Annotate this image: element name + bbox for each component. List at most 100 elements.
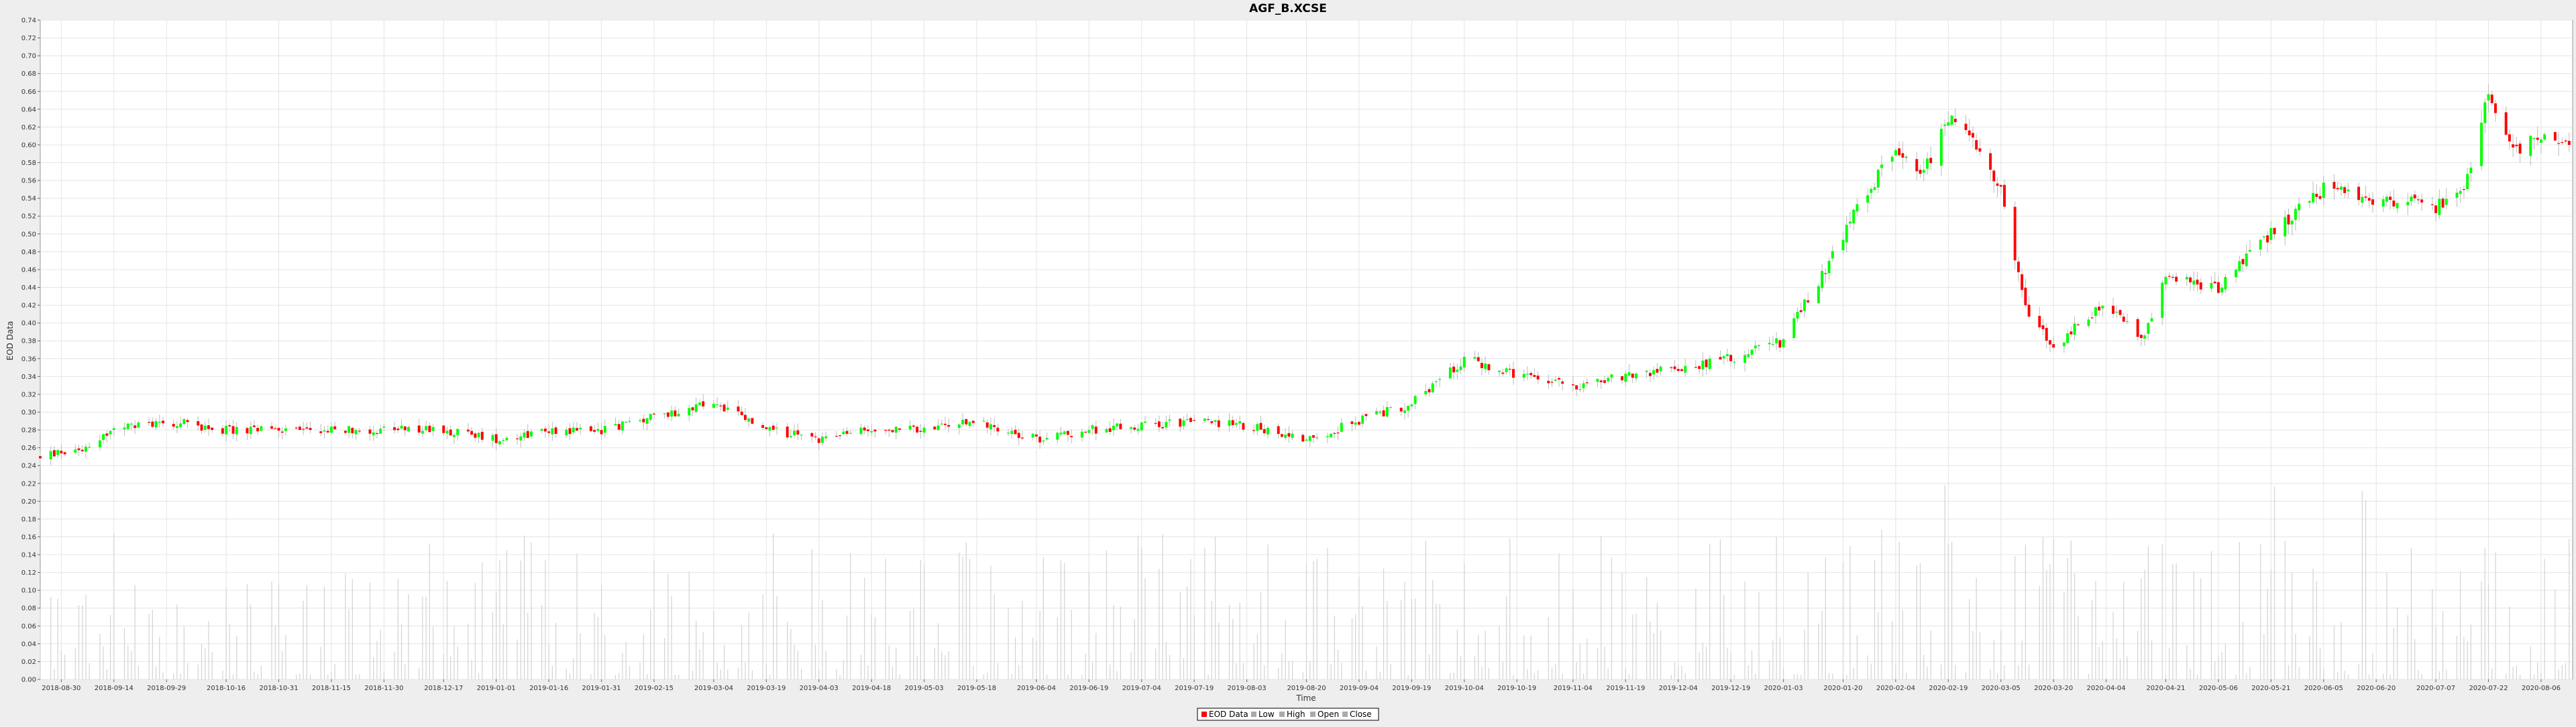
y-tick-label: 0.40	[21, 320, 36, 327]
volume-bar	[2137, 630, 2139, 679]
candle-body	[2112, 305, 2115, 314]
candle-body	[1038, 437, 1042, 443]
candle-body	[579, 427, 582, 429]
volume-bar	[839, 675, 841, 679]
candle-body	[1943, 124, 1947, 126]
volume-bar	[1972, 630, 1974, 679]
volume-bar	[1334, 616, 1335, 679]
candle-body	[2290, 221, 2294, 225]
candle-body	[961, 419, 965, 425]
x-tick-label: 2018-09-14	[95, 685, 133, 692]
y-tick-label: 0.58	[21, 160, 36, 167]
candle-body	[466, 429, 470, 432]
volume-bar	[1064, 563, 1065, 679]
candle-body	[1821, 271, 1824, 288]
volume-bar	[1264, 665, 1265, 679]
candle-body	[1561, 381, 1564, 384]
candle-body	[442, 425, 445, 433]
x-tick-label: 2019-08-20	[1287, 685, 1326, 692]
volume-bar	[2151, 640, 2153, 679]
candle-body	[751, 418, 754, 424]
candle-body	[137, 422, 140, 428]
volume-bar	[2067, 557, 2068, 679]
candle-body	[554, 427, 557, 434]
volume-bar	[590, 674, 592, 679]
volume-bar	[1267, 545, 1269, 679]
y-tick-label: 0.56	[21, 178, 36, 185]
candle-body	[1311, 435, 1315, 438]
candle-body	[477, 433, 480, 437]
x-tick-label: 2018-11-15	[312, 685, 351, 692]
candle-body	[2308, 201, 2311, 203]
candle-body	[2332, 182, 2336, 189]
candle-body	[1768, 343, 1771, 345]
candle-body	[2315, 194, 2318, 197]
y-tick-label: 0.16	[21, 534, 36, 541]
volume-bar	[1867, 655, 1868, 679]
volume-bar	[109, 614, 111, 679]
volume-bar	[566, 668, 567, 679]
volume-bar	[1358, 577, 1360, 679]
volume-bar	[478, 673, 480, 679]
candle-body	[1992, 170, 1996, 182]
volume-bar	[1474, 655, 1476, 679]
candle-body	[133, 425, 137, 429]
candle-body	[1925, 158, 1929, 169]
candle-body	[1277, 426, 1280, 434]
candle-body	[523, 432, 526, 438]
candle-body	[80, 449, 84, 451]
candle-body	[1238, 421, 1242, 424]
candle-body	[1410, 404, 1413, 406]
volume-bar	[127, 645, 129, 679]
y-tick-label: 0.60	[21, 142, 36, 149]
volume-bar	[2172, 563, 2174, 679]
candle-body	[1144, 421, 1146, 423]
candle-body	[1330, 433, 1333, 438]
volume-bar	[1362, 606, 1363, 679]
volume-bar	[323, 586, 325, 679]
candle-body	[470, 431, 474, 435]
volume-bar	[1095, 632, 1097, 679]
candle-body	[294, 427, 298, 429]
volume-bar	[1849, 545, 1851, 679]
candle-body	[859, 427, 863, 435]
volume-bar	[1242, 663, 1244, 679]
legend-entry: High	[1287, 710, 1305, 719]
volume-bar	[1190, 559, 1191, 679]
candle-body	[2224, 276, 2227, 290]
volume-bar	[2239, 542, 2240, 679]
volume-bar	[502, 624, 504, 679]
candle-body	[1185, 418, 1189, 421]
candle-body	[2220, 288, 2224, 293]
candle-body	[2189, 277, 2192, 282]
candle-body	[1725, 353, 1729, 356]
candle-body	[2021, 274, 2024, 290]
volume-bar	[1635, 613, 1637, 679]
candle-body	[2438, 199, 2441, 215]
legend-entry: Low	[1258, 710, 1275, 719]
candle-body	[1301, 435, 1305, 442]
candle-body	[56, 449, 60, 455]
y-tick-label: 0.06	[21, 623, 36, 630]
candle-body	[1210, 421, 1214, 423]
y-tick-label: 0.08	[21, 605, 36, 612]
candle-body	[1680, 369, 1683, 372]
x-tick-label: 2019-09-19	[1392, 685, 1431, 692]
volume-bar	[2039, 585, 2040, 679]
x-tick-label: 2019-10-19	[1497, 685, 1536, 692]
candle-body	[1536, 376, 1540, 380]
candle-body	[1462, 356, 1466, 368]
x-tick-label: 2020-05-06	[2199, 685, 2238, 692]
volume-bar	[2273, 486, 2275, 679]
x-tick-label: 2019-04-03	[800, 685, 839, 692]
legend-entry: Open	[1318, 710, 1339, 719]
candle-body	[1431, 383, 1434, 392]
volume-bar	[2512, 667, 2514, 679]
candle-body	[2241, 259, 2245, 265]
candle-body	[2312, 192, 2315, 203]
volume-bar	[1071, 610, 1072, 679]
candle-body	[2322, 182, 2325, 199]
volume-bar	[201, 644, 203, 679]
candle-body	[60, 451, 63, 453]
candle-body	[810, 433, 814, 437]
